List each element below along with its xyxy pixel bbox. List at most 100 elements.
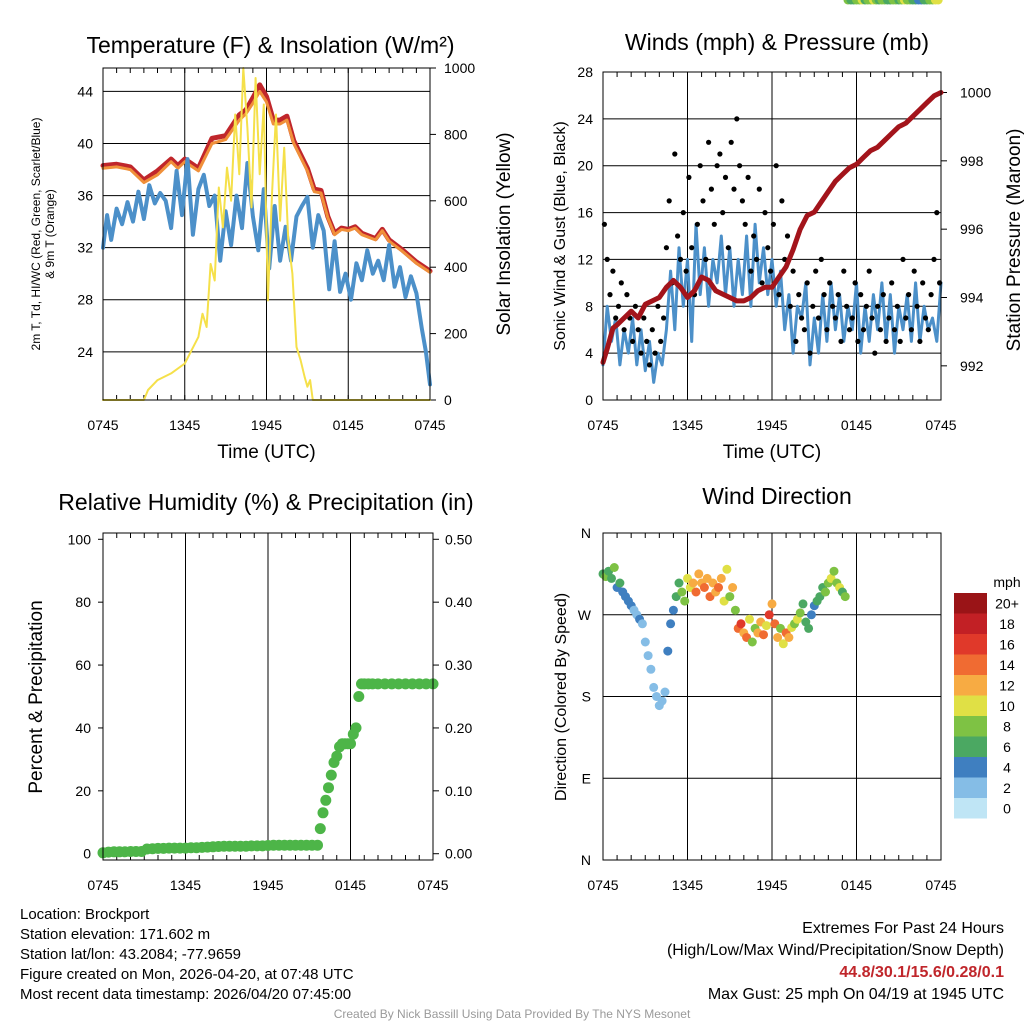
wind-gust-point: [801, 327, 808, 333]
dir-point: [657, 696, 667, 706]
wind-gust-point: [889, 280, 895, 286]
wind-gust-point: [680, 210, 686, 216]
wind-gust-point: [686, 174, 692, 180]
rh-x-tick-label: 1945: [252, 877, 283, 893]
wind-gust-point: [762, 210, 768, 216]
wind-gust-point: [720, 210, 726, 216]
wind-x-tick-label: 0145: [841, 417, 872, 433]
dir-point: [637, 619, 647, 629]
wind-gust-point: [849, 315, 855, 321]
wind-gust-point: [886, 315, 892, 321]
wind-gust-point: [894, 303, 900, 309]
wind-gust-point: [759, 280, 765, 286]
dir-x-tick-label: 0145: [841, 877, 872, 893]
temp-y2-tick-label: 400: [444, 259, 468, 275]
dir-legend-swatch: [954, 593, 987, 614]
rh-y2-tick-label: 0.00: [445, 846, 472, 862]
wind-gust-point: [706, 139, 712, 145]
wind-gust-point: [835, 292, 841, 298]
wind-gust-point: [717, 151, 723, 157]
dir-legend-swatch: [954, 777, 987, 798]
wind-gust-point: [734, 116, 740, 122]
wind-x-tick-label: 0745: [587, 417, 618, 433]
temp-y-tick-label: 40: [77, 136, 93, 152]
dir-legend-swatch: [954, 613, 987, 634]
wind-gust-point: [683, 268, 689, 274]
wind-y-tick-label: 24: [577, 111, 593, 127]
dir-legend-label: 8: [1003, 718, 1011, 734]
wind-gust-point: [897, 338, 903, 344]
rh-precip-point: [312, 839, 323, 851]
dir-legend-swatch: [954, 695, 987, 716]
temp-y-tick-label: 44: [77, 83, 93, 99]
wind-gust-point: [742, 221, 748, 227]
dir-point: [798, 599, 808, 609]
extremes-subtitle: (High/Low/Max Wind/Precipitation/Snow De…: [666, 942, 1004, 959]
wind-gust-point: [906, 292, 912, 298]
wind-gust-point: [604, 256, 610, 262]
dir-y-tick-label: W: [578, 607, 592, 623]
wind-gust-point: [784, 233, 791, 239]
wind-gust-point: [827, 280, 833, 286]
wind-gust-point: [903, 315, 909, 321]
dir-legend-swatch: [954, 736, 987, 757]
latlon-text: Station lat/lon: 43.2084; -77.9659: [20, 946, 242, 963]
rh-x-tick-label: 0145: [335, 877, 366, 893]
wind-gust-point: [821, 292, 827, 298]
wind-gust-point: [911, 268, 917, 274]
dir-legend-label: 4: [1003, 759, 1011, 775]
dir-point: [666, 619, 676, 629]
wind-gust-point: [869, 315, 875, 321]
dir-point: [784, 633, 794, 642]
rh-y2-tick-label: 0.50: [445, 531, 472, 547]
temp-x-tick-label: 1345: [169, 417, 200, 433]
wind-gust-point: [610, 268, 616, 274]
wind-gust-point: [900, 256, 906, 262]
wind-gust-point: [852, 280, 858, 286]
dir-legend-swatch: [954, 757, 987, 778]
temp-y2-axis-label: Solar Insolation (Yellow): [494, 132, 515, 335]
wind-gust-point: [661, 315, 667, 321]
wind-gust-point: [920, 280, 926, 286]
temp-y2-tick-label: 0: [444, 392, 452, 408]
dir-point: [660, 687, 670, 697]
rh-y-tick-label: 20: [75, 783, 91, 799]
dir-point: [773, 633, 783, 642]
wind-gust-point: [922, 315, 929, 321]
temp-y-axis-label-line2: & 9m T (Orange): [43, 189, 57, 279]
temp-y2-tick-label: 600: [444, 193, 468, 209]
wind-series-pressure: [600, 90, 944, 365]
wind-gust-point: [841, 268, 847, 274]
credit-text: Created By Nick Bassill Using Data Provi…: [333, 1007, 691, 1021]
dir-y-tick-label: N: [581, 525, 591, 541]
wind-gust-point: [677, 256, 684, 262]
rh-precip-point: [350, 722, 362, 734]
rh-y-axis-label: Percent & Precipitation: [26, 600, 47, 793]
wind-gust-point: [655, 303, 661, 309]
dir-point: [714, 583, 723, 592]
dir-legend-label: 10: [999, 698, 1015, 714]
wind-gust-point: [641, 315, 647, 321]
rh-y-tick-label: 40: [75, 720, 91, 736]
wind-y-tick-label: 8: [585, 298, 593, 314]
wind-gust-point: [737, 163, 743, 169]
dir-point: [933, 0, 943, 5]
rh-y-tick-label: 80: [75, 594, 91, 610]
dir-y-tick-label: N: [581, 852, 591, 868]
dir-point: [640, 637, 650, 647]
wind-gust-point: [838, 338, 844, 344]
wind-gust-point: [694, 221, 701, 227]
wind-gust-point: [613, 315, 619, 321]
wind-y-axis-label: Sonic Wind & Gust (Blue, Black): [552, 121, 569, 350]
temp-y-axis-label: 2m T, Td, HI/WC (Red, Green, Scarlet/Blu…: [29, 118, 43, 351]
dir-point: [840, 592, 850, 602]
wind-gust-point: [815, 315, 822, 321]
wind-gust-point: [787, 303, 793, 309]
rh-precip-point: [320, 794, 332, 806]
dir-legend-label: 6: [1003, 739, 1011, 755]
extremes-values: 44.8/30.1/15.6/0.28/0.1: [839, 964, 1004, 981]
rh-y2-tick-label: 0.30: [445, 657, 472, 673]
dir-legend-label: 16: [999, 636, 1015, 652]
dir-point: [767, 599, 777, 609]
